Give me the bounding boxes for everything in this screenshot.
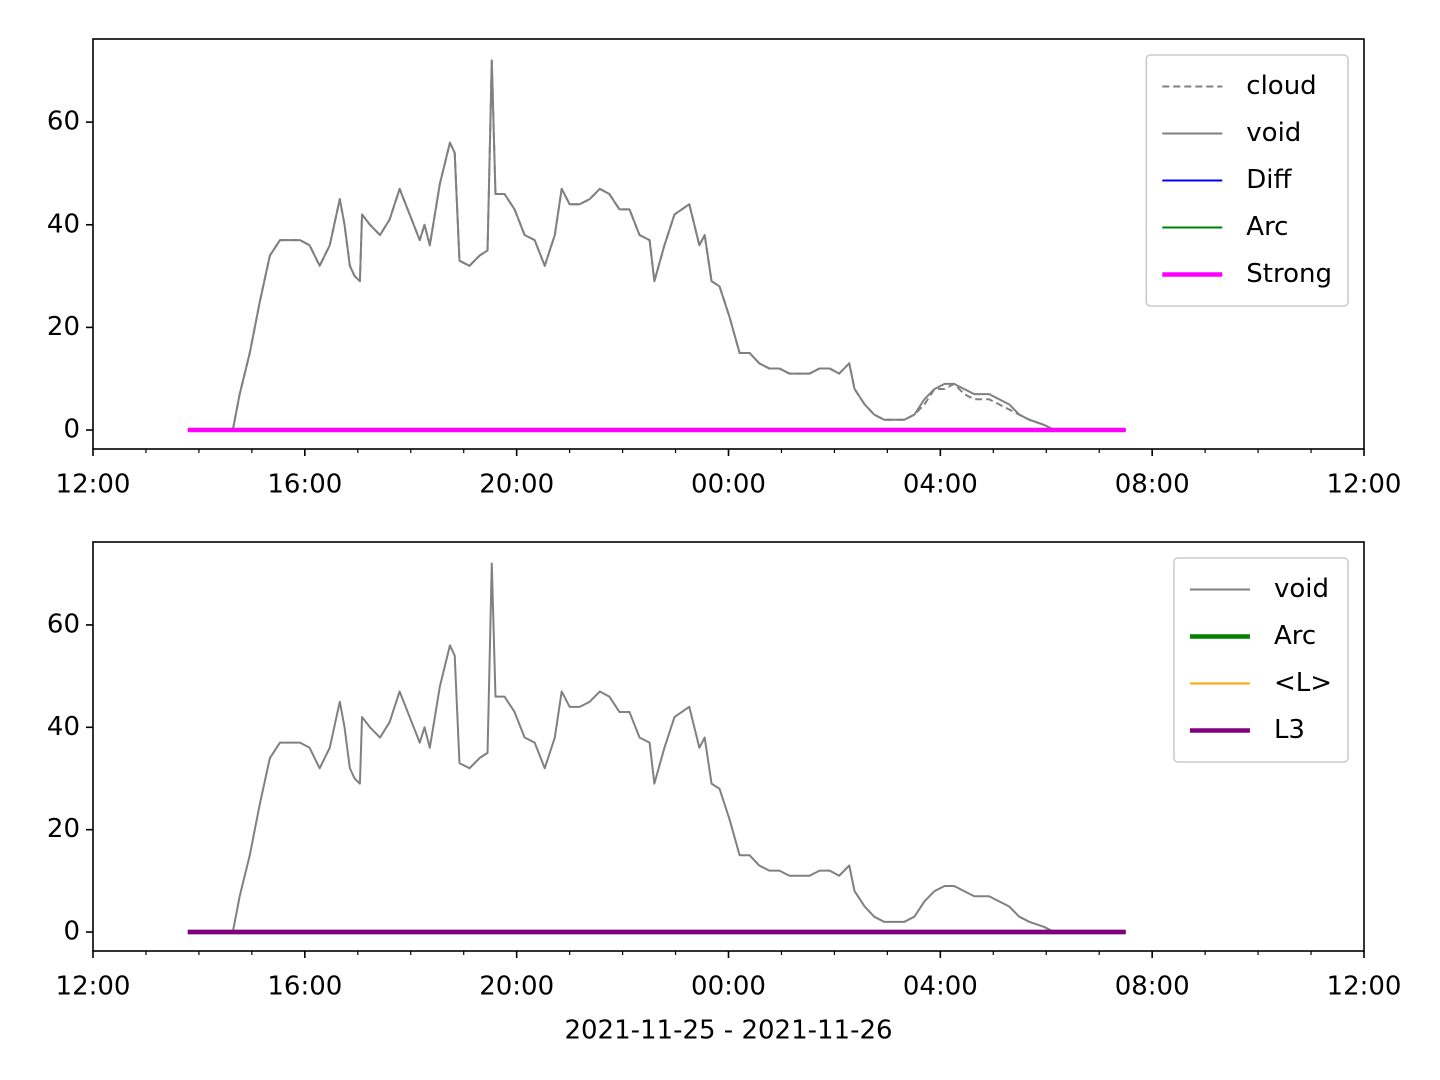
x-tick-label: 20:00 <box>479 972 554 1002</box>
y-tick-label: 40 <box>47 712 80 742</box>
legend-frame <box>1173 557 1349 763</box>
x-tick-label: 12:00 <box>56 470 131 500</box>
y-tick-label: 20 <box>47 814 80 844</box>
x-tick-label: 16:00 <box>267 972 342 1002</box>
x-tick-label: 20:00 <box>479 470 554 500</box>
series-line <box>187 59 1055 432</box>
x-tick-label: 04:00 <box>903 972 978 1002</box>
legend-label: Strong <box>1246 259 1332 289</box>
legend-label: void <box>1246 118 1301 148</box>
legend-frame <box>1145 54 1349 307</box>
y-tick-label: 40 <box>47 209 80 239</box>
legend-label: Diff <box>1246 165 1292 195</box>
legend: cloud void Diff Arc Strong <box>1145 54 1349 307</box>
series-line <box>187 59 1055 432</box>
y-tick-label: 60 <box>47 609 80 639</box>
subplot: 0 20 40 60 12:00 16:00 20:00 00:00 04:00 08:00 12:… <box>47 38 1402 500</box>
legend-label: Arc <box>1246 212 1288 242</box>
x-tick-label: 00:00 <box>691 470 766 500</box>
x-tick-label: 00:00 <box>691 972 766 1002</box>
legend-label: Arc <box>1274 621 1316 651</box>
legend-label: void <box>1274 574 1329 604</box>
x-tick-label: 08:00 <box>1115 972 1190 1002</box>
x-tick-label: 12:00 <box>56 972 131 1002</box>
y-tick-label: 60 <box>47 107 80 137</box>
y-tick-label: 0 <box>63 415 80 445</box>
x-tick-label: 12:00 <box>1327 972 1402 1002</box>
legend-label: L3 <box>1274 715 1305 745</box>
legend-label: <L> <box>1274 668 1332 698</box>
axes-frame <box>92 541 1365 952</box>
series-line <box>187 562 1055 934</box>
x-tick-label: 12:00 <box>1327 470 1402 500</box>
legend: void Arc <L> L3 <box>1173 557 1349 763</box>
legend-label: cloud <box>1246 71 1316 101</box>
x-tick-label: 16:00 <box>267 470 342 500</box>
y-tick-label: 0 <box>63 917 80 947</box>
axes-frame <box>92 38 1365 450</box>
x-tick-label: 04:00 <box>903 470 978 500</box>
x-tick-label: 08:00 <box>1115 470 1190 500</box>
y-tick-label: 20 <box>47 312 80 342</box>
x-axis-label: 2021-11-25 - 2021-11-26 <box>564 1016 892 1046</box>
subplot: 0 20 40 60 12:00 16:00 20:00 00:00 04:00 08:00 12:… <box>47 541 1402 1046</box>
